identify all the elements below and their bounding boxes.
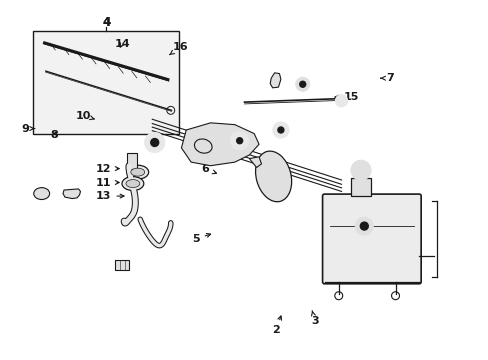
Circle shape [236,138,242,144]
Ellipse shape [255,151,291,202]
Text: 9: 9 [21,123,35,134]
Text: 16: 16 [169,42,188,55]
Text: 1: 1 [355,267,374,277]
Text: 10: 10 [76,111,94,121]
Text: 4: 4 [102,16,110,29]
Ellipse shape [126,180,140,188]
Circle shape [295,77,309,91]
Text: 4: 4 [102,16,110,29]
Text: 3: 3 [310,311,318,326]
Circle shape [150,139,159,147]
Text: 15: 15 [334,92,358,102]
Bar [33,31,179,134]
Text: 7: 7 [380,73,393,83]
Text: 5: 5 [192,234,210,244]
Circle shape [360,222,367,230]
Circle shape [335,95,347,107]
Bar [115,260,129,270]
Ellipse shape [122,177,143,190]
Circle shape [277,127,284,133]
Text: 6: 6 [202,164,216,174]
Text: 12: 12 [96,163,119,174]
Text: 11: 11 [96,177,119,188]
Ellipse shape [130,168,144,176]
Text: 2: 2 [272,316,281,335]
Polygon shape [181,123,259,166]
Text: 14: 14 [114,39,130,49]
FancyBboxPatch shape [322,194,420,284]
Polygon shape [63,189,81,199]
Ellipse shape [34,188,49,199]
Circle shape [299,81,305,87]
Bar [350,178,370,196]
Text: 8: 8 [50,130,58,140]
Text: 17: 17 [183,132,199,142]
Circle shape [230,132,248,150]
Ellipse shape [126,165,148,179]
Text: 13: 13 [96,191,124,201]
Circle shape [144,132,164,152]
Circle shape [355,217,372,235]
Circle shape [272,122,288,138]
Bar [127,153,137,169]
Polygon shape [249,157,261,167]
Ellipse shape [194,139,212,153]
Circle shape [350,160,370,180]
Polygon shape [270,73,280,88]
